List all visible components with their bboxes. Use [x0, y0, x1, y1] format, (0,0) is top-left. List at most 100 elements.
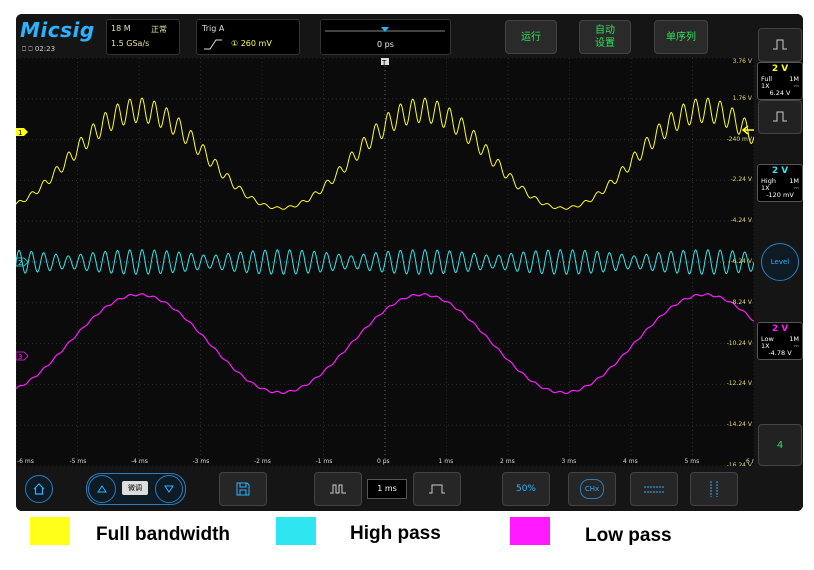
voltage-tick-label: -8.24 V [730, 298, 752, 306]
ch2-impedance-unit: ⎓ [793, 184, 799, 192]
level-label: Level [770, 258, 790, 266]
ch1-scale: 2 V [771, 64, 789, 74]
chx-label: CHx [580, 479, 604, 499]
time-tick-label: 0 ps [377, 458, 390, 465]
ch1-impedance: 1M [789, 75, 799, 83]
auto-line2: 设置 [595, 38, 615, 49]
auto-setup-button[interactable]: 自动 设置 [579, 20, 631, 54]
voltage-tick-label: -240 mV [726, 135, 752, 143]
waveform-area[interactable]: 1 2 3 T [16, 58, 754, 466]
fine-adjust-label[interactable]: 微调 [122, 481, 148, 495]
time-tick-label: -4 ms [131, 458, 148, 465]
save-button[interactable] [219, 472, 267, 506]
legend-label-low: Low pass [585, 525, 672, 546]
ch3-impedance-unit: ⎓ [793, 342, 799, 350]
timebase-value[interactable]: 1 ms [367, 479, 407, 499]
svg-text:1: 1 [18, 129, 22, 137]
legend-swatch-full [30, 517, 70, 545]
time-offset-box[interactable]: 0 ps [320, 19, 451, 55]
voltage-tick-label: -12.24 V [726, 380, 752, 388]
voltage-tick-label: -16.24 V [727, 462, 752, 469]
legend-label-high: High pass [350, 523, 441, 544]
channel-3-info[interactable]: 2 V Low 1M 1X ⎓ -4.78 V [757, 322, 803, 360]
pulse-button-2[interactable] [758, 100, 802, 134]
voltage-tick-label: 1.76 V [732, 94, 752, 102]
memory-bar [325, 27, 445, 32]
voltage-tick-label: 3.76 V [732, 58, 752, 65]
auto-line1: 自动 [595, 25, 615, 36]
home-button[interactable] [25, 475, 53, 503]
time-tick-label: 5 ms [684, 458, 700, 465]
horizontal-cursor-icon [644, 486, 664, 493]
triangle-down-icon [164, 485, 174, 493]
ch1-coupling: Full [761, 75, 773, 83]
trigger-position-marker[interactable]: T [381, 58, 389, 67]
triangle-up-icon [97, 485, 107, 493]
voltage-tick-label: -4.24 V [730, 217, 752, 225]
trigger-label: Trig A [202, 24, 225, 33]
pulse-icon [773, 39, 787, 50]
fifty-percent-button[interactable]: 50% [502, 472, 550, 506]
pulse-narrow-icon [330, 484, 346, 494]
time-tick-label: -2 ms [254, 458, 271, 465]
acquisition-box[interactable]: 18 M 正常 1.5 GSa/s [106, 19, 180, 55]
voltage-tick-label: -14.24 V [726, 421, 752, 429]
battery-clock: ⎕ ⎕ 02:23 [22, 45, 56, 53]
ch3-offset: -4.78 V [768, 349, 792, 357]
ch1-offset: 6.24 V [769, 89, 791, 97]
time-tick-label: 1 ms [438, 458, 454, 465]
ch3-coupling: Low [761, 335, 774, 343]
pulse-wide-icon [429, 484, 445, 494]
trigger-level: ① 260 mV [231, 39, 272, 48]
trace-high-pass [16, 249, 754, 275]
chx-button[interactable]: CHx [568, 472, 616, 506]
sample-rate: 1.5 GSa/s [111, 39, 150, 48]
voltage-tick-label: -6.24 V [730, 258, 752, 265]
channel-1-info[interactable]: 2 V Full 1M 1X ⎓ 6.24 V [757, 62, 803, 100]
timebase-decrease-button[interactable] [314, 472, 362, 506]
trigger-box[interactable]: Trig A ① 260 mV [196, 19, 300, 55]
time-tick-label: 4 ms [623, 458, 638, 465]
channel-3-marker[interactable]: 3 [16, 351, 29, 361]
vertical-cursor-icon [710, 481, 718, 497]
ch2-impedance: 1M [789, 177, 799, 185]
oscilloscope-screen: Micsig ⎕ ⎕ 02:23 18 M 正常 1.5 GSa/s Trig … [16, 14, 803, 511]
down-button[interactable] [155, 475, 183, 503]
brand-logo: Micsig [20, 18, 95, 42]
channel-1-marker[interactable]: 1 [16, 128, 28, 137]
time-tick-label: -6 ms [17, 458, 34, 465]
channel-2-marker[interactable]: 2 [16, 257, 29, 267]
pulse-icon [773, 111, 787, 122]
level-knob-button[interactable]: Level [761, 243, 799, 281]
acq-mode: 正常 [151, 25, 167, 34]
timebase-increase-button[interactable] [413, 472, 461, 506]
horizontal-cursor-button[interactable] [630, 472, 678, 506]
legend-swatch-low [510, 517, 550, 545]
ch2-scale: 2 V [771, 166, 789, 176]
time-tick-label: 2 ms [500, 458, 515, 465]
channel-2-info[interactable]: 2 V High 1M 1X ⎓ -120 mV [757, 164, 803, 202]
memory-depth: 18 M [111, 24, 131, 33]
ch2-probe: 1X [761, 184, 770, 192]
time-tick-label: 3 ms [561, 458, 577, 465]
voltage-tick-label: -2.24 V [730, 176, 752, 184]
time-offset: 0 ps [377, 40, 394, 49]
rising-edge-icon [204, 39, 222, 50]
trace-low-pass [16, 293, 754, 395]
time-tick-label: 6 ms [746, 458, 761, 465]
ch2-offset: -120 mV [766, 191, 794, 199]
trace-full-bandwidth [16, 97, 754, 210]
vertical-cursor-button[interactable] [690, 472, 738, 506]
time-tick-label: -1 ms [315, 458, 333, 465]
channel-4-button[interactable]: 4 [758, 424, 802, 466]
home-icon [33, 483, 45, 495]
pulse-button-top[interactable] [758, 28, 802, 62]
legend-label-full: Full bandwidth [96, 524, 231, 545]
run-button[interactable]: 运行 [505, 20, 557, 54]
single-button[interactable]: 单序列 [654, 20, 708, 54]
up-button[interactable] [88, 475, 116, 503]
ch3-scale: 2 V [771, 324, 789, 334]
top-bar: Micsig ⎕ ⎕ 02:23 18 M 正常 1.5 GSa/s Trig … [16, 14, 803, 58]
save-icon [236, 482, 250, 496]
trigger-level-arrow[interactable] [741, 125, 754, 135]
